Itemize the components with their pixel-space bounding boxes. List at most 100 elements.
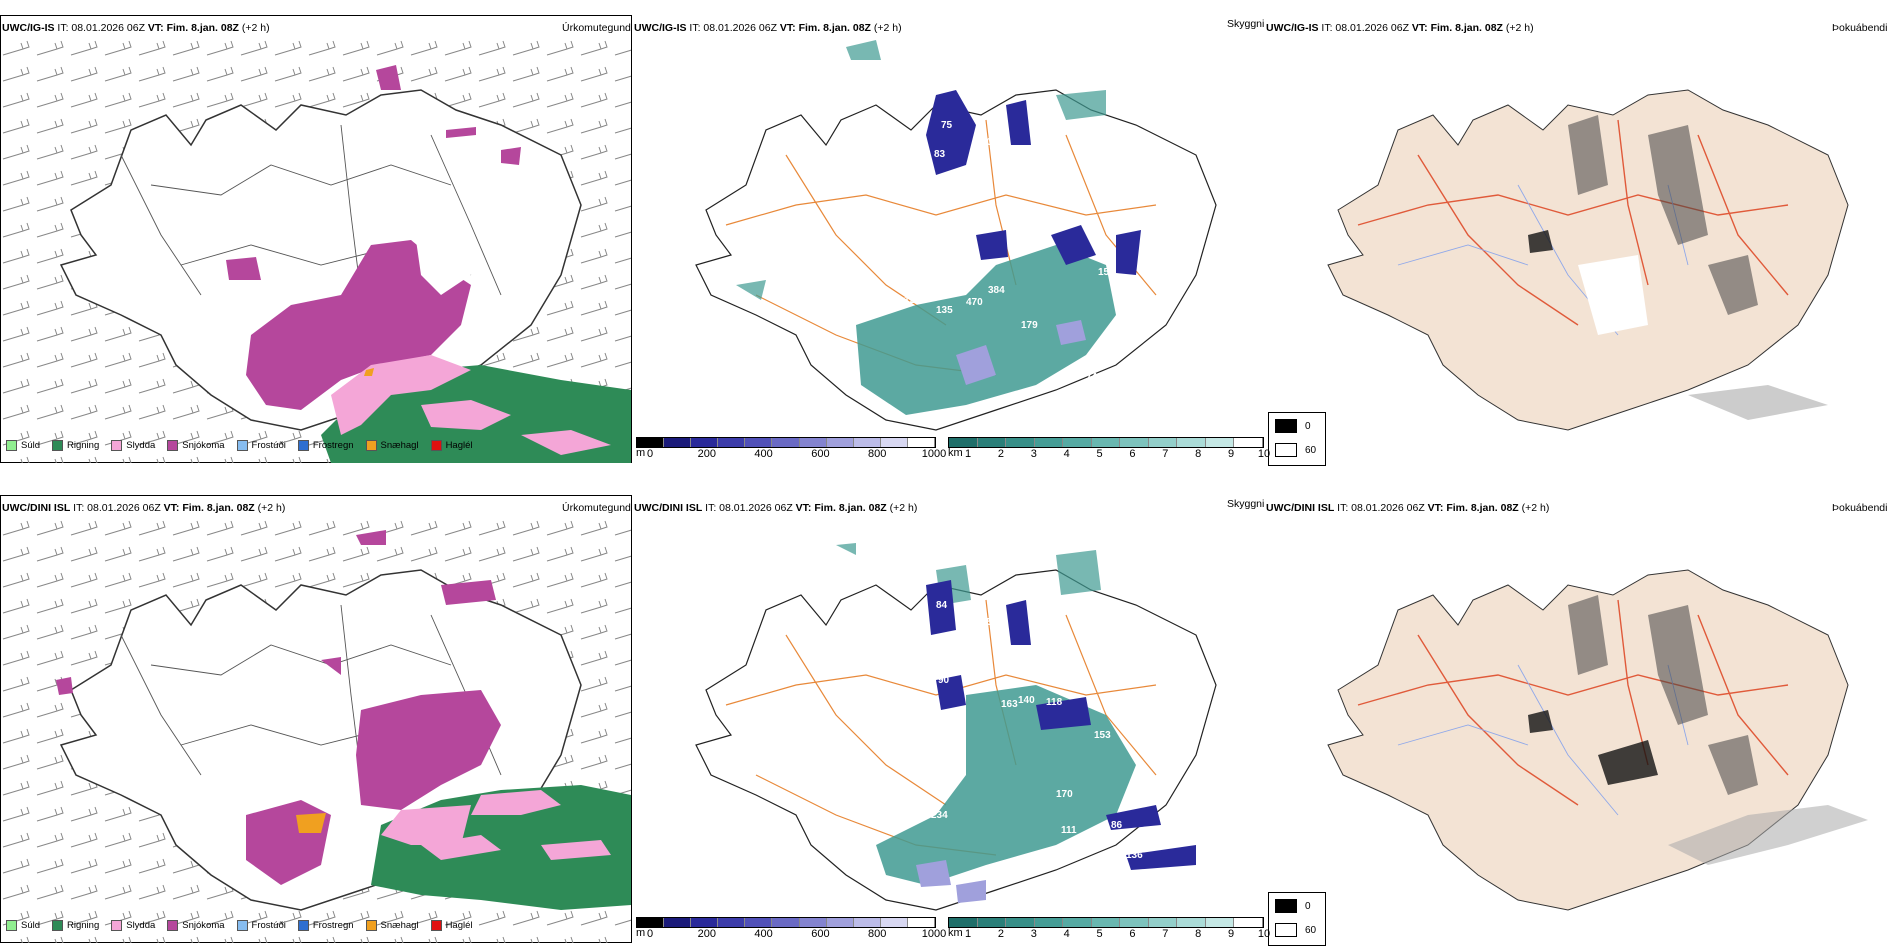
snow-area bbox=[246, 240, 471, 410]
row2-run: IT: 08.01.2026 06Z bbox=[73, 502, 161, 514]
row2-valid-label-3: VT: bbox=[1427, 502, 1444, 514]
row1-precip-map bbox=[1, 35, 631, 463]
colorbar-cell bbox=[949, 438, 978, 447]
colorbar-cell bbox=[826, 918, 854, 927]
iceland-outline bbox=[59, 89, 582, 431]
row1-ceiling-colorbar: 0 200 400 600 800 1000 m bbox=[636, 437, 946, 460]
row2-fog-map bbox=[1327, 569, 1868, 911]
colorbar-tick: 10 bbox=[1257, 928, 1271, 940]
row2-run-3: IT: 08.01.2026 06Z bbox=[1337, 502, 1425, 514]
ceiling-value-label: 136 bbox=[1126, 850, 1143, 861]
colorbar-cell bbox=[1091, 438, 1121, 447]
legend2-item-frostudi: Frostúði bbox=[236, 920, 286, 931]
row1-run-3: IT: 08.01.2026 06Z bbox=[1321, 22, 1409, 34]
row2-ceiling-title: Skyggni bbox=[1227, 498, 1265, 510]
colorbar-tick: 8 bbox=[1195, 448, 1202, 460]
row2-valid-2: Fim. 8.jan. 08Z bbox=[814, 502, 887, 514]
ceiling-value-label: 115 bbox=[1021, 215, 1038, 226]
colorbar-tick: 200 bbox=[697, 928, 716, 940]
colorbar-cell bbox=[1148, 438, 1178, 447]
colorbar-cell bbox=[977, 918, 1007, 927]
colorbar-tick: 0 bbox=[646, 448, 654, 460]
colorbar-cell bbox=[1034, 438, 1064, 447]
row2-valid-label: VT: bbox=[163, 502, 180, 514]
colorbar-cell bbox=[1120, 918, 1149, 927]
colorbar-cell bbox=[949, 918, 978, 927]
row1-fog-legend: 0 60 bbox=[1268, 412, 1326, 466]
colorbar-cell bbox=[907, 438, 936, 447]
colorbar-tick: 1 bbox=[964, 448, 972, 460]
row2-fog-legend: 0 60 bbox=[1268, 892, 1326, 946]
legend2-item-haglel: Haglél bbox=[430, 920, 473, 931]
row2-valid: Fim. 8.jan. 08Z bbox=[182, 502, 255, 514]
row1-ceiling-title: Skyggni bbox=[1227, 18, 1265, 30]
row2-fog-title: Þokuábendi bbox=[1832, 502, 1888, 514]
colorbar-tick: 5 bbox=[1096, 928, 1103, 940]
row2-model-3: UWC/DINI ISL bbox=[1266, 502, 1335, 514]
colorbar-tick: 9 bbox=[1228, 448, 1235, 460]
ceiling-value-label: 140 bbox=[1018, 695, 1035, 706]
colorbar-tick: 800 bbox=[868, 928, 887, 940]
colorbar-cell bbox=[1034, 918, 1064, 927]
ceiling-value-label: 66 bbox=[1031, 662, 1043, 673]
colorbar-cell bbox=[664, 918, 692, 927]
row2-header-precip: UWC/DINI ISL IT: 08.01.2026 06Z VT: Fim.… bbox=[2, 502, 285, 514]
ceiling-value-label: 81 bbox=[1118, 217, 1130, 228]
row1-valid-label-2: VT: bbox=[779, 22, 796, 34]
colorbar-tick: 7 bbox=[1162, 928, 1169, 940]
colorbar-tick: 1000 bbox=[921, 928, 947, 940]
ceiling-value-label: 85 bbox=[981, 617, 993, 628]
colorbar-cell bbox=[1063, 438, 1092, 447]
row2-offset-2: (+2 h) bbox=[889, 502, 918, 514]
row1-header-fog: UWC/IG-IS IT: 08.01.2026 06Z VT: Fim. 8.… bbox=[1266, 22, 1534, 34]
colorbar-tick: 600 bbox=[811, 928, 830, 940]
row2-run-2: IT: 08.01.2026 06Z bbox=[705, 502, 793, 514]
colorbar-tick: 200 bbox=[697, 448, 716, 460]
colorbar-cell bbox=[1234, 918, 1264, 927]
colorbar-cell bbox=[718, 438, 746, 447]
colorbar-cell bbox=[880, 918, 908, 927]
colorbar-cell bbox=[745, 438, 773, 447]
ceiling-value-label: 170 bbox=[1056, 789, 1073, 800]
colorbar-cell bbox=[718, 918, 746, 927]
ceiling-value-label: 122 bbox=[904, 295, 921, 306]
colorbar-cell bbox=[799, 918, 827, 927]
legend2-item-rigning: Rigning bbox=[52, 920, 99, 931]
ceiling-value-label: 96 bbox=[1034, 190, 1046, 201]
row1-visibility-colorbar: 1 2 3 4 5 6 7 8 9 10 km bbox=[948, 437, 1270, 460]
legend-item-haglel: Haglél bbox=[430, 440, 473, 451]
colorbar-tick: 4 bbox=[1063, 928, 1070, 940]
colorbar-cell bbox=[1091, 918, 1121, 927]
colorbar-cell bbox=[1205, 438, 1235, 447]
row1-offset: (+2 h) bbox=[241, 22, 270, 34]
row1-model-2: UWC/IG-IS bbox=[634, 22, 687, 34]
colorbar-cell bbox=[664, 438, 692, 447]
colorbar-cell bbox=[1177, 438, 1206, 447]
vis-area bbox=[856, 245, 1116, 415]
row1-valid-label: VT: bbox=[147, 22, 164, 34]
colorbar-tick: 2 bbox=[997, 448, 1004, 460]
legend2-item-frostregn: Frostregn bbox=[297, 920, 354, 931]
row1-run-2: IT: 08.01.2026 06Z bbox=[689, 22, 777, 34]
row2-header-fog: UWC/DINI ISL IT: 08.01.2026 06Z VT: Fim.… bbox=[1266, 502, 1549, 514]
ceiling-value-label: 84 bbox=[936, 600, 948, 611]
row1-model: UWC/IG-IS bbox=[2, 22, 55, 34]
colorbar-cell bbox=[1148, 918, 1178, 927]
colorbar-cell bbox=[745, 918, 773, 927]
row1-header-ceiling: UWC/IG-IS IT: 08.01.2026 06Z VT: Fim. 8.… bbox=[634, 22, 902, 34]
row2-offset: (+2 h) bbox=[257, 502, 286, 514]
legend2-item-snjokoma: Snjókoma bbox=[167, 920, 225, 931]
colorbar-tick: 6 bbox=[1129, 928, 1136, 940]
ceiling-value-label: 339 bbox=[898, 810, 915, 821]
colorbar-cell bbox=[880, 438, 908, 447]
ceiling-value-label: 77 bbox=[956, 195, 968, 206]
colorbar-cell bbox=[637, 438, 665, 447]
row2-precip-title: Úrkomutegund bbox=[562, 502, 631, 514]
colorbar-cell bbox=[1205, 918, 1235, 927]
legend2-item-slydda: Slydda bbox=[111, 920, 155, 931]
ceiling-value-label: 614 bbox=[1096, 250, 1113, 261]
colorbar-tick: 7 bbox=[1162, 448, 1169, 460]
row2-visibility-colorbar: 1 2 3 4 5 6 7 8 9 10 km bbox=[948, 917, 1270, 940]
colorbar-cell bbox=[772, 918, 800, 927]
